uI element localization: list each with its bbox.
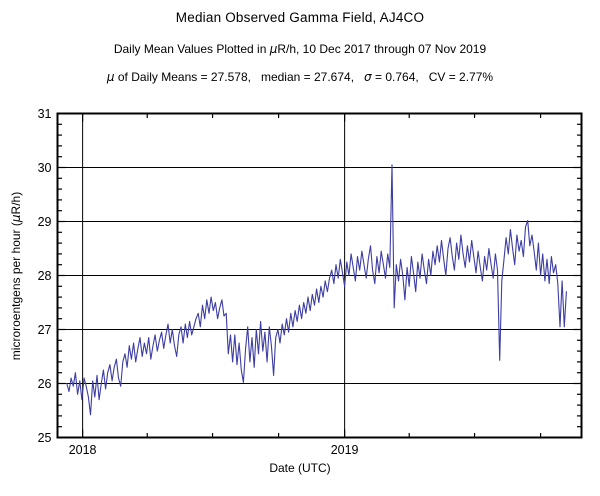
x-axis-label: Date (UTC) xyxy=(269,461,331,475)
y-tick-label: 31 xyxy=(38,107,52,121)
y-tick-label: 29 xyxy=(38,215,52,229)
chart-title: Median Observed Gamma Field, AJ4CO xyxy=(175,10,425,25)
mu-symbol: μ xyxy=(9,214,23,223)
mu-symbol: μ xyxy=(269,42,278,56)
ylabel-text-post: R/h) xyxy=(9,191,23,215)
sigma-symbol: σ xyxy=(364,70,372,84)
subtitle-text-pre: Daily Mean Values Plotted in xyxy=(113,42,270,56)
y-tick-label: 25 xyxy=(38,431,52,445)
chart-subtitle: Daily Mean Values Plotted in μR/h, 10 De… xyxy=(0,42,600,56)
y-tick-label: 30 xyxy=(38,161,52,175)
chart-stats-line: μ of Daily Means = 27.578, median = 27.6… xyxy=(0,70,600,84)
stats-text-mid: of Daily Means = 27.578, median = 27.674… xyxy=(114,70,365,84)
x-tick-labels: 2018 2019 xyxy=(69,443,359,457)
axis-ticks xyxy=(57,113,582,438)
stats-text-end: = 0.764, CV = 2.77% xyxy=(371,70,494,84)
subtitle-text-post: R/h, 10 Dec 2017 through 07 Nov 2019 xyxy=(277,42,487,56)
grid-lines xyxy=(57,113,582,438)
y-tick-label: 27 xyxy=(38,323,52,337)
x-tick-label: 2019 xyxy=(331,443,359,457)
y-axis-label: microroentgens per hour (μR/h) xyxy=(9,192,23,360)
mu-symbol: μ xyxy=(106,70,115,84)
y-tick-labels: 25 26 27 28 29 30 31 xyxy=(38,107,52,445)
y-tick-label: 28 xyxy=(38,269,52,283)
x-tick-label: 2018 xyxy=(69,443,97,457)
gamma-series-line xyxy=(66,164,567,416)
ylabel-text-pre: microroentgens per hour ( xyxy=(9,222,23,361)
y-tick-label: 26 xyxy=(38,377,52,391)
